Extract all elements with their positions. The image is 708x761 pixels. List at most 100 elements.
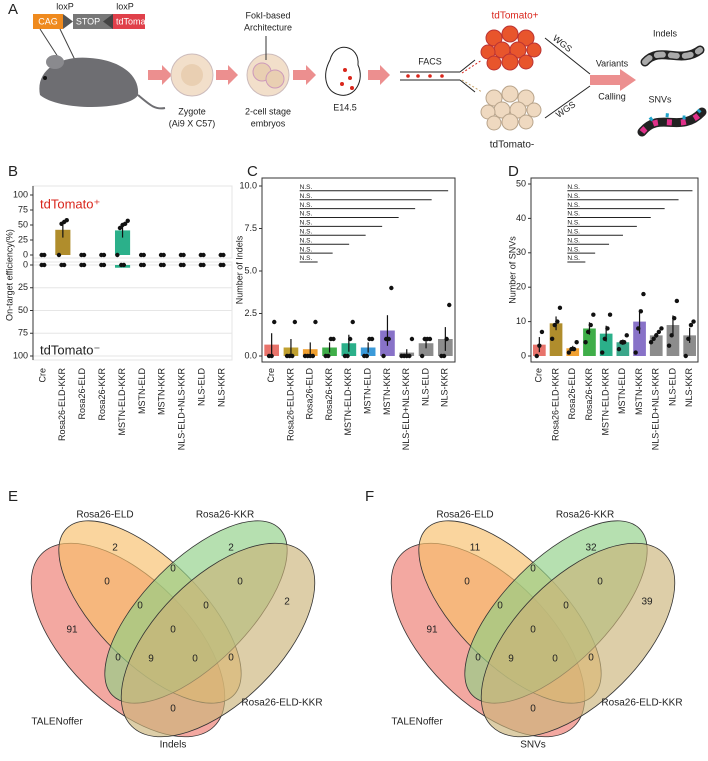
data-point <box>386 336 391 342</box>
data-point <box>607 312 613 317</box>
data-point <box>555 319 560 324</box>
y-tick-label: 0 <box>521 350 526 360</box>
venn-set-label: Rosa26-ELD-KKR <box>601 698 682 709</box>
construct-label: tdTomato <box>116 16 153 26</box>
cell <box>265 69 285 89</box>
embryo-dots <box>340 68 354 90</box>
data-point <box>290 353 295 359</box>
y-axis-label: Number of Indels <box>234 235 244 304</box>
y-tick-label: 10.0 <box>239 180 257 190</box>
panel-label: E <box>8 488 18 505</box>
venn-set-label: Rosa26-ELD-KKR <box>241 698 322 709</box>
x-tick-label: Rosa26-ELD-KKR <box>550 368 560 442</box>
venn-count: 0 <box>228 653 234 664</box>
x-tick-label: Rosa26-ELD <box>77 368 87 420</box>
mouse-ear <box>46 55 64 69</box>
y-axis-label: Number of SNVs <box>507 236 517 304</box>
data-point <box>64 218 69 223</box>
step-label: Architecture <box>244 22 292 32</box>
data-point <box>161 262 166 268</box>
data-point <box>201 252 206 258</box>
stop-box <box>73 14 113 29</box>
data-point <box>409 336 415 342</box>
panel-label: C <box>247 163 258 180</box>
x-tick-label: MSTN-ELD <box>617 368 627 415</box>
construct-label: STOP <box>76 16 100 26</box>
y-tick-label: 30 <box>516 247 526 257</box>
venn-count: 0 <box>237 577 243 588</box>
data-point <box>331 336 336 342</box>
significance-label: N.S. <box>567 211 580 218</box>
data-point <box>616 346 622 352</box>
venn-count: 0 <box>203 601 209 612</box>
x-tick-label: NLS-KKR <box>684 368 694 408</box>
venn-count: 0 <box>530 564 536 575</box>
significance-label: N.S. <box>300 229 313 236</box>
bar <box>616 342 630 356</box>
venn-count: 0 <box>170 564 176 575</box>
step-label: tdTomato- <box>490 140 534 151</box>
embryo <box>325 46 361 96</box>
venn-count: 2 <box>284 597 290 608</box>
data-point <box>345 353 350 359</box>
x-tick-label: Rosa26-ELD <box>567 368 577 420</box>
significance-label: N.S. <box>567 184 580 191</box>
data-point <box>669 333 674 338</box>
x-tick-label: Rosa26-KKR <box>97 368 107 421</box>
significance-label: N.S. <box>300 246 313 253</box>
bar <box>114 230 131 255</box>
data-point <box>624 333 629 338</box>
venn-count: 0 <box>137 601 143 612</box>
bar <box>55 229 71 255</box>
bar <box>418 343 434 356</box>
construct-label: loxP <box>116 1 134 11</box>
x-tick-label: Rosa26-KKR <box>584 368 594 421</box>
panel-label: D <box>508 163 519 180</box>
data-point <box>600 350 605 355</box>
series-label: tdTomato⁺ <box>40 196 100 211</box>
venn-count: 0 <box>530 704 536 715</box>
y-tick-label: 2.5 <box>244 308 257 318</box>
y-tick-label: 100 <box>13 189 28 199</box>
data-point <box>313 319 318 325</box>
venn-set <box>480 542 676 738</box>
data-point <box>269 353 274 359</box>
y-tick-label: 100 <box>13 350 28 360</box>
x-tick-label: NLS-ELD+NLS-KKR <box>177 368 187 451</box>
data-point <box>552 322 557 328</box>
venn-count: 91 <box>66 625 78 636</box>
x-tick-label: NLS-ELD <box>420 368 430 407</box>
y-tick-label: 50 <box>18 305 28 315</box>
significance-label: N.S. <box>300 220 313 227</box>
step-label: WGS <box>554 99 577 120</box>
mouse <box>39 57 139 108</box>
venn-count: 0 <box>192 654 198 665</box>
venn-count: 0 <box>588 653 594 664</box>
arrows <box>148 65 636 91</box>
data-point <box>115 252 120 258</box>
data-point <box>605 326 610 331</box>
significance-label: N.S. <box>567 229 580 236</box>
construct-label: CAG <box>38 16 58 26</box>
step-label: embryos <box>251 118 286 128</box>
x-tick-label: MSTN-KKR <box>382 368 392 416</box>
data-point <box>585 329 591 335</box>
step-label: Indels <box>653 28 678 38</box>
data-point <box>591 312 596 317</box>
x-tick-label: Rosa26-ELD-KKR <box>285 368 295 442</box>
venn-count: 0 <box>464 577 470 588</box>
loxp-site <box>63 14 73 29</box>
data-point <box>221 252 226 258</box>
data-point <box>427 336 433 342</box>
venn-count: 2 <box>112 543 118 554</box>
x-tick-label: NLS-ELD+NLS-KKR <box>651 368 661 451</box>
venn-set-label: Rosa26-ELD <box>436 510 493 521</box>
step-label: 2-cell stage <box>245 106 291 116</box>
data-point <box>201 262 206 268</box>
x-tick-label: MSTN-ELD-KKR <box>601 368 611 436</box>
significance-label: N.S. <box>300 193 313 200</box>
y-tick-label: 0.0 <box>244 350 257 360</box>
data-point <box>161 252 166 258</box>
data-point <box>117 225 123 231</box>
tdtomato-box <box>113 14 145 29</box>
